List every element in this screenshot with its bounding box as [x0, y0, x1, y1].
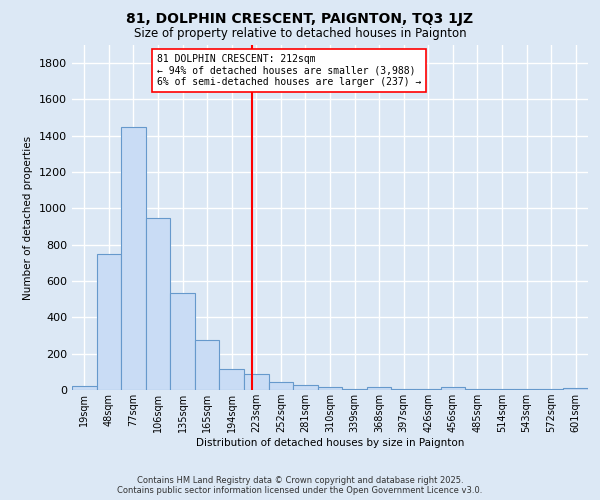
- Text: 81 DOLPHIN CRESCENT: 212sqm
← 94% of detached houses are smaller (3,988)
6% of s: 81 DOLPHIN CRESCENT: 212sqm ← 94% of det…: [157, 54, 421, 88]
- Bar: [563, 388, 588, 390]
- Bar: [416, 389, 440, 390]
- Bar: [244, 374, 269, 390]
- Bar: [195, 340, 220, 390]
- Bar: [318, 388, 342, 390]
- Bar: [367, 388, 391, 390]
- Bar: [269, 382, 293, 390]
- Bar: [490, 389, 514, 390]
- Y-axis label: Number of detached properties: Number of detached properties: [23, 136, 34, 300]
- Bar: [97, 254, 121, 390]
- X-axis label: Distribution of detached houses by size in Paignton: Distribution of detached houses by size …: [196, 438, 464, 448]
- Bar: [514, 389, 539, 390]
- Text: Size of property relative to detached houses in Paignton: Size of property relative to detached ho…: [134, 28, 466, 40]
- Bar: [72, 386, 97, 390]
- Bar: [121, 126, 146, 390]
- Bar: [342, 389, 367, 390]
- Bar: [440, 388, 465, 390]
- Bar: [391, 389, 416, 390]
- Bar: [539, 389, 563, 390]
- Bar: [170, 293, 195, 390]
- Text: Contains HM Land Registry data © Crown copyright and database right 2025.
Contai: Contains HM Land Registry data © Crown c…: [118, 476, 482, 495]
- Bar: [146, 218, 170, 390]
- Text: 81, DOLPHIN CRESCENT, PAIGNTON, TQ3 1JZ: 81, DOLPHIN CRESCENT, PAIGNTON, TQ3 1JZ: [127, 12, 473, 26]
- Bar: [220, 369, 244, 390]
- Bar: [293, 386, 318, 390]
- Bar: [465, 389, 490, 390]
